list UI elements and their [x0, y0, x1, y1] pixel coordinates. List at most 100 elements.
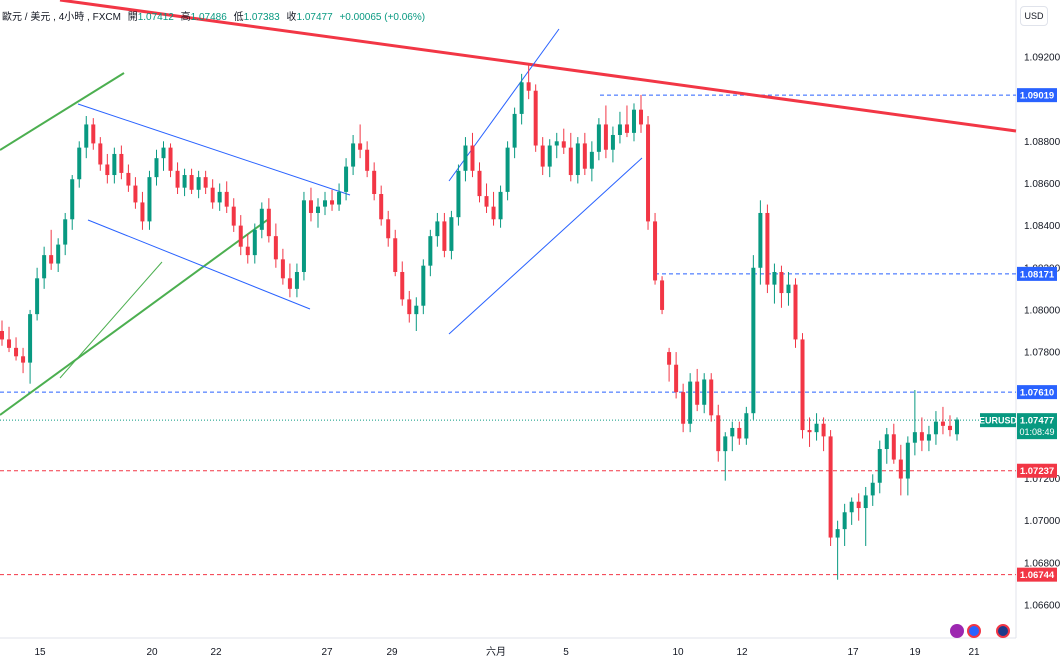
- level-price-text: 1.09019: [1020, 91, 1054, 102]
- rising-channel-lower: [448, 157, 643, 335]
- candle-body: [119, 153, 124, 173]
- candle-body: [14, 347, 19, 357]
- x-tick-label: 27: [321, 647, 333, 658]
- candle-body: [793, 284, 798, 340]
- y-tick-label: 1.06800: [1024, 558, 1061, 569]
- candle-body: [926, 434, 931, 441]
- candle-body: [933, 421, 938, 435]
- candle-body: [140, 202, 145, 222]
- candle-body: [575, 143, 580, 176]
- candle-body: [800, 339, 805, 431]
- candle-body: [617, 124, 622, 135]
- candle-body: [154, 158, 159, 178]
- candle-body: [280, 259, 285, 279]
- current-price-badge: [1017, 413, 1057, 440]
- candle-body: [842, 512, 847, 530]
- candle-body: [884, 434, 889, 450]
- level-price-badge: [1017, 567, 1057, 582]
- candle-body: [765, 212, 770, 285]
- candle-body: [905, 442, 910, 479]
- candle-body: [639, 109, 644, 125]
- candle-body: [554, 141, 559, 146]
- candle-body: [344, 166, 349, 192]
- candle-body: [168, 147, 173, 171]
- y-tick-label: 1.08000: [1024, 305, 1061, 316]
- candle-body: [56, 244, 61, 264]
- candle-body: [7, 339, 12, 348]
- candle-body: [568, 147, 573, 176]
- candle-body: [779, 271, 784, 294]
- candle-body: [112, 153, 117, 176]
- candle-body: [646, 124, 651, 222]
- candle-body: [49, 255, 54, 264]
- candle-body: [161, 147, 166, 159]
- x-tick-label: 29: [386, 647, 398, 658]
- us-flag-icon[interactable]: [967, 624, 981, 638]
- candle-body: [77, 147, 82, 180]
- candle-body: [631, 109, 636, 133]
- candle-body: [589, 151, 594, 169]
- candle-body: [828, 436, 833, 538]
- candle-body: [484, 196, 489, 207]
- x-tick-label: 5: [563, 647, 569, 658]
- candle-body: [919, 432, 924, 441]
- open-value: 1.07412: [137, 12, 174, 23]
- symbol-badge: [980, 413, 1016, 428]
- high-value: 1.07486: [190, 12, 227, 23]
- candle-body: [386, 219, 391, 239]
- candle-body: [393, 238, 398, 272]
- candle-body: [814, 423, 819, 433]
- candle-body: [91, 124, 96, 144]
- candle-body: [744, 413, 749, 439]
- low-label: 低: [233, 12, 244, 23]
- channel-upper-line: [77, 103, 351, 196]
- channel-lower-line: [87, 219, 311, 310]
- candle-body: [898, 459, 903, 479]
- candle-body: [653, 221, 658, 281]
- candle-body: [955, 419, 959, 435]
- candle-body: [224, 191, 229, 207]
- currency-button[interactable]: USD: [1020, 6, 1048, 26]
- candle-body: [688, 381, 693, 424]
- candle-body: [133, 185, 138, 203]
- candle-body: [238, 225, 243, 247]
- level-price-badge: [1017, 88, 1057, 103]
- level-price-text: 1.06744: [1020, 570, 1055, 581]
- interval-label[interactable]: 4小時: [58, 12, 85, 23]
- candle-body: [217, 191, 222, 203]
- candle-body: [379, 194, 384, 220]
- candle-body: [196, 177, 201, 190]
- resistance-trendline: [59, 0, 1017, 133]
- candle-body: [210, 187, 215, 203]
- symbol-name[interactable]: 歐元 / 美元: [2, 12, 51, 23]
- candle-body: [330, 200, 335, 205]
- candle-body: [147, 177, 152, 222]
- candle-body: [470, 145, 475, 171]
- candle-body: [358, 143, 363, 150]
- green-trendline-lower: [0, 217, 271, 416]
- countdown-text: 01:08:49: [1019, 427, 1054, 437]
- candle-body: [723, 436, 728, 452]
- candle-body: [603, 124, 608, 150]
- candle-body: [849, 501, 854, 513]
- candle-body: [35, 278, 40, 315]
- candle-body: [547, 145, 552, 167]
- candle-body: [231, 206, 236, 226]
- candle-body: [477, 170, 482, 197]
- candle-body: [105, 164, 110, 176]
- candle-body: [308, 200, 313, 213]
- change-value: +0.00065 (+0.06%): [339, 12, 426, 23]
- lightning-icon[interactable]: [950, 624, 964, 638]
- x-tick-label: 17: [847, 647, 859, 658]
- green-trendline-upper: [0, 72, 125, 151]
- open-label: 開: [127, 12, 138, 23]
- candle-body: [365, 149, 370, 171]
- candle-body: [42, 255, 47, 279]
- candle-body: [400, 271, 405, 300]
- candle-body: [435, 221, 440, 237]
- candle-body: [294, 271, 299, 289]
- globe-icon[interactable]: [996, 624, 1010, 638]
- candle-body: [407, 299, 412, 315]
